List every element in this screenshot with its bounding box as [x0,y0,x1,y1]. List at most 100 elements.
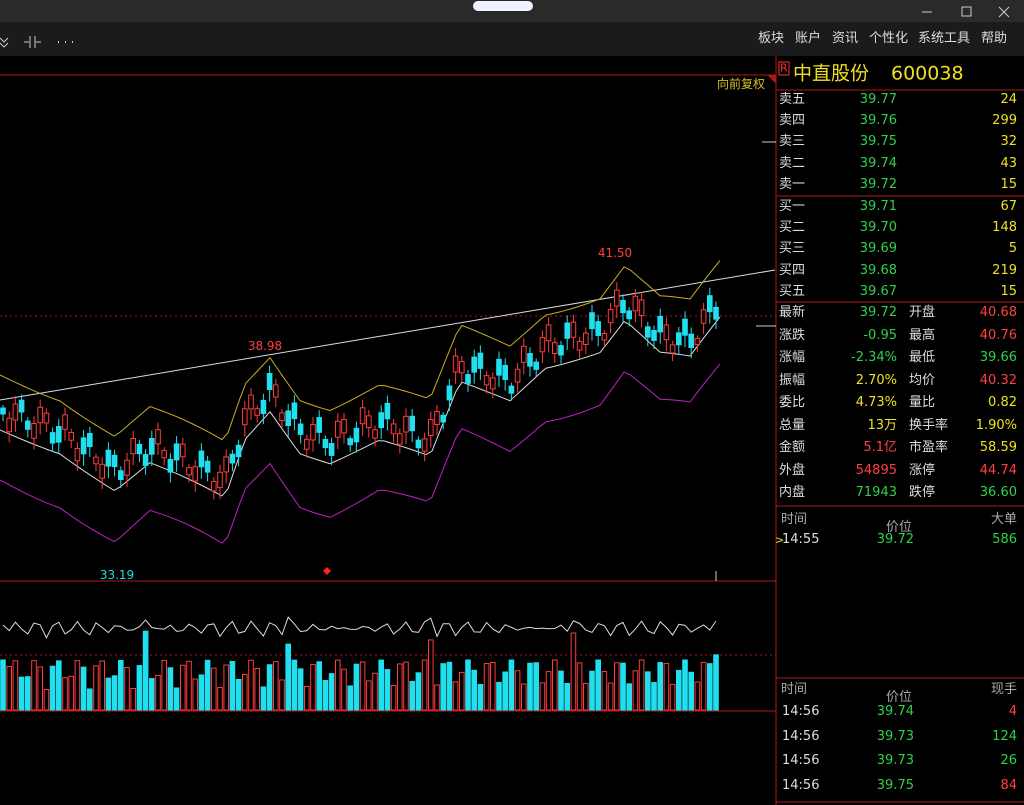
stat-label: 跌停 [909,485,936,500]
stat-label: 开盘 [909,305,936,320]
stat-label: 振幅 [779,372,806,388]
volume-bar [31,660,37,711]
book-volume: 67 [1000,199,1017,214]
candle [682,318,688,336]
volume-bar [80,666,87,711]
volume-bar [198,674,205,711]
volume-bar [521,683,527,711]
candle [446,385,453,401]
volume-bar [372,672,378,711]
flag-box [778,61,790,76]
candle [713,306,719,320]
search-pill[interactable] [473,1,533,11]
menu-item[interactable]: 板块 [758,31,785,46]
book-label: 卖一 [779,176,806,192]
tool-icon[interactable] [0,37,9,48]
candle [471,356,477,373]
book-volume: 148 [992,220,1017,236]
volume-bar [204,659,211,711]
volume-bar [514,670,521,711]
volume-bar [669,683,676,711]
volume-bar [111,675,118,711]
menu-item[interactable]: 帮助 [981,31,1008,46]
volume-bar [266,664,273,711]
flag: R [780,61,788,75]
stat-value: 71943 [855,485,897,500]
close[interactable] [998,6,1010,18]
row-price: 39.72 [876,532,914,547]
volume-bar [366,680,372,711]
volume-bar [93,665,99,711]
menu-item[interactable]: 账户 [795,31,822,46]
candle [428,419,434,437]
stat-label: 委比 [779,395,806,410]
volume-bar [403,661,409,711]
candle [37,406,44,424]
menu-item[interactable]: 资讯 [832,31,859,46]
volume-bar [601,670,608,711]
candle [111,454,118,468]
candle [328,443,335,456]
stat-label: 金额 [779,440,806,455]
volume-bar [304,685,310,711]
volume-bar [161,659,167,711]
tool-icon[interactable] [24,36,41,48]
candle [43,412,50,424]
volume-bar [25,676,31,711]
book-volume: 15 [1000,176,1017,192]
candle [62,414,68,430]
candle [397,433,403,445]
book-price: 39.75 [859,134,897,150]
high-label: 41.50 [597,246,633,260]
volume-bar [87,688,93,711]
stat-label: 最高 [909,327,936,343]
volume-bar [415,672,422,711]
volume-bar [328,673,335,711]
menu-item[interactable]: 个性化 [869,31,909,46]
row-price: 39.73 [876,728,914,744]
candle [223,456,229,473]
book-price: 39.71 [859,199,897,214]
volume-bar [713,654,719,711]
volume-bar [471,669,477,711]
candle [99,463,106,479]
ma-line [0,260,721,441]
maximize[interactable] [961,6,972,17]
volume-bar [310,663,316,711]
price-chart [0,260,721,711]
col-header: 时间 [781,682,808,697]
adjust-label: 向前复权 [717,77,766,91]
candle [545,324,552,342]
candle [18,399,25,413]
volume-bar [483,662,490,711]
candle [409,415,415,432]
high-label: 38.98 [247,339,283,353]
candle [118,470,124,481]
stat-value: 39.72 [859,305,897,320]
book-label: 买四 [779,262,806,278]
volume-bar [173,687,180,711]
candle [707,295,713,313]
stat-value: 4.73% [855,395,897,410]
volume-bar [248,659,254,711]
stock-name: 中直股份 [793,62,870,85]
volume-bar [707,663,713,711]
book-price: 39.72 [859,176,897,192]
candle [198,450,205,468]
volume-bar [409,680,415,711]
volume-bar [192,678,198,711]
volume-bar [105,677,112,711]
candle [539,337,546,353]
row-volume: 26 [1000,753,1017,769]
candle [378,412,384,429]
volume-bar [211,667,217,711]
volume-bar [6,666,12,711]
candle [384,402,391,420]
volume-bar [273,661,279,711]
stat-label: 涨停 [909,462,936,478]
volume-bar [595,659,602,711]
candle [124,459,130,476]
book-label: 卖四 [779,113,806,129]
menu-item[interactable]: 系统工具 [918,31,971,46]
